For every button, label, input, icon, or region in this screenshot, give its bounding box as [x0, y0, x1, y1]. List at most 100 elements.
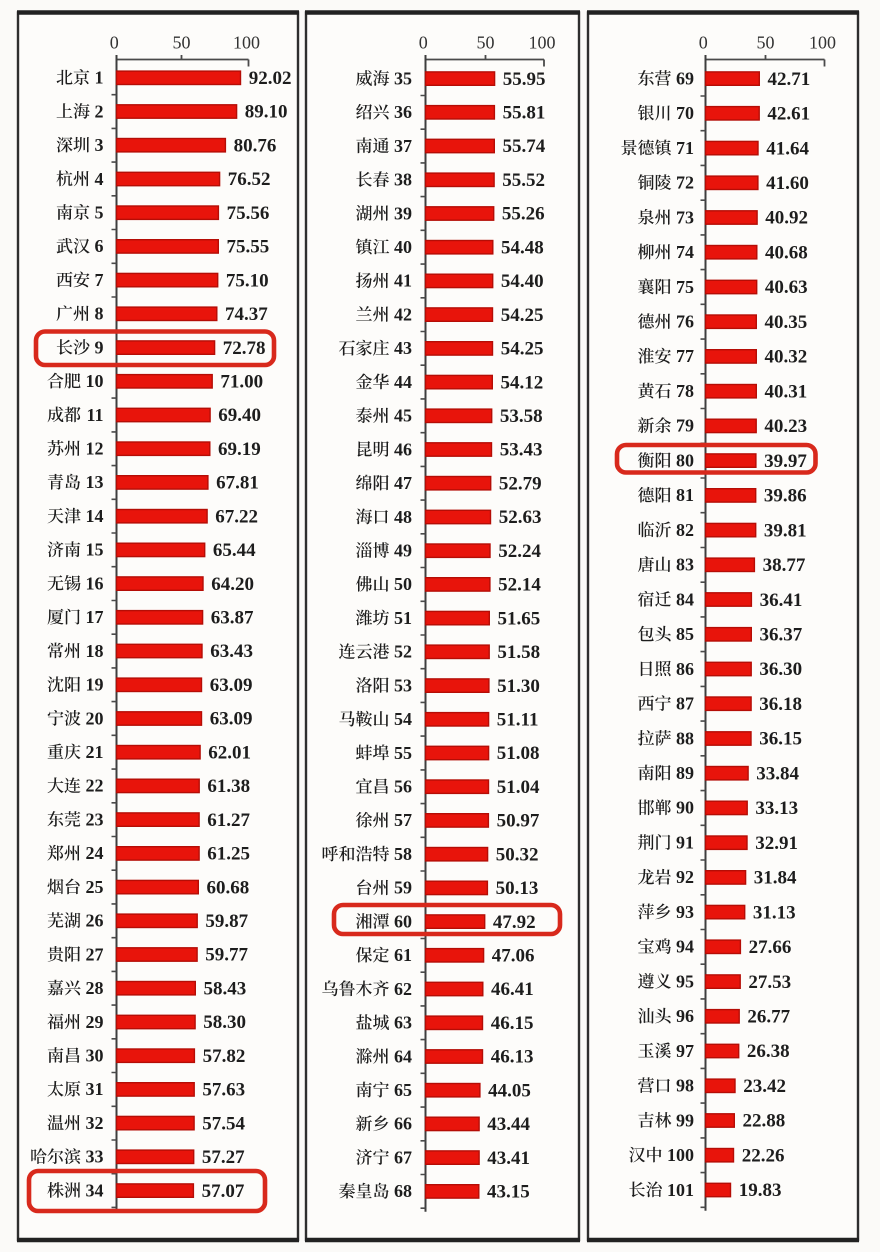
svg-text:87: 87 [676, 694, 694, 714]
svg-text:100: 100 [667, 1145, 694, 1165]
svg-text:63.09: 63.09 [210, 675, 253, 696]
svg-text:75.55: 75.55 [227, 237, 270, 258]
svg-text:100: 100 [809, 32, 836, 52]
svg-text:44: 44 [394, 372, 412, 392]
svg-text:68: 68 [394, 1181, 412, 1201]
svg-text:51.08: 51.08 [497, 743, 540, 764]
svg-text:94: 94 [676, 937, 694, 957]
svg-text:8: 8 [95, 304, 104, 324]
svg-text:52.63: 52.63 [499, 507, 542, 528]
svg-text:53: 53 [394, 675, 412, 695]
svg-text:31: 31 [86, 1079, 104, 1099]
svg-text:10: 10 [86, 371, 104, 391]
svg-text:98: 98 [676, 1076, 694, 1096]
svg-text:97: 97 [676, 1041, 694, 1061]
svg-text:43.41: 43.41 [487, 1148, 530, 1169]
svg-text:55.26: 55.26 [502, 204, 545, 225]
svg-text:54.48: 54.48 [501, 237, 544, 258]
svg-text:33: 33 [86, 1147, 104, 1167]
svg-text:34: 34 [86, 1180, 104, 1200]
svg-text:43.44: 43.44 [487, 1114, 530, 1135]
svg-text:29: 29 [86, 1012, 104, 1032]
svg-text:52.24: 52.24 [498, 541, 541, 562]
svg-text:40: 40 [394, 237, 412, 257]
svg-text:41.60: 41.60 [766, 173, 809, 194]
svg-text:39.81: 39.81 [764, 520, 807, 541]
svg-text:40.23: 40.23 [764, 416, 807, 437]
svg-text:50: 50 [477, 32, 495, 52]
svg-text:36: 36 [394, 102, 412, 122]
svg-text:67: 67 [394, 1147, 412, 1167]
svg-text:65.44: 65.44 [213, 540, 256, 561]
svg-text:57.82: 57.82 [203, 1046, 246, 1067]
svg-text:32: 32 [86, 1113, 104, 1133]
svg-text:52: 52 [394, 642, 412, 662]
svg-text:6: 6 [95, 236, 104, 256]
svg-text:95: 95 [676, 971, 694, 991]
svg-text:31.13: 31.13 [753, 902, 796, 923]
svg-text:49: 49 [394, 541, 412, 561]
svg-text:92: 92 [676, 867, 694, 887]
svg-text:69.19: 69.19 [218, 439, 261, 460]
svg-text:93: 93 [676, 902, 694, 922]
svg-text:54: 54 [394, 709, 412, 729]
svg-text:63.87: 63.87 [211, 608, 254, 629]
svg-text:40.68: 40.68 [765, 242, 808, 263]
svg-text:77: 77 [676, 346, 694, 366]
svg-text:13: 13 [86, 472, 104, 492]
svg-text:50: 50 [757, 32, 775, 52]
svg-text:40.92: 40.92 [765, 208, 808, 229]
svg-text:32.91: 32.91 [755, 833, 798, 854]
svg-text:80.76: 80.76 [234, 135, 277, 156]
svg-text:85: 85 [676, 624, 694, 644]
svg-text:59: 59 [394, 878, 412, 898]
svg-text:63.43: 63.43 [210, 641, 253, 662]
svg-text:69.40: 69.40 [218, 405, 261, 426]
svg-text:19: 19 [86, 675, 104, 695]
svg-text:20: 20 [86, 708, 104, 728]
svg-text:23.42: 23.42 [743, 1076, 786, 1097]
svg-text:57.07: 57.07 [202, 1181, 245, 1202]
svg-text:16: 16 [86, 573, 104, 593]
svg-text:76.52: 76.52 [228, 169, 271, 190]
svg-text:54.25: 54.25 [501, 339, 544, 360]
svg-text:55.95: 55.95 [503, 69, 546, 90]
svg-text:89.10: 89.10 [245, 102, 288, 123]
svg-text:22.26: 22.26 [742, 1145, 785, 1166]
svg-text:75.56: 75.56 [227, 203, 270, 224]
svg-text:80: 80 [676, 450, 694, 470]
svg-text:58: 58 [394, 844, 412, 864]
svg-text:47.92: 47.92 [493, 912, 536, 933]
svg-text:4: 4 [95, 169, 104, 189]
svg-text:0: 0 [419, 32, 428, 52]
svg-text:67.81: 67.81 [216, 473, 259, 494]
svg-text:63: 63 [394, 1013, 412, 1033]
svg-text:14: 14 [86, 506, 104, 526]
svg-text:24: 24 [86, 843, 104, 863]
svg-text:101: 101 [667, 1180, 694, 1200]
svg-text:91: 91 [676, 833, 694, 853]
svg-text:23: 23 [86, 809, 104, 829]
svg-text:83: 83 [676, 555, 694, 575]
svg-text:46: 46 [394, 439, 412, 459]
svg-text:100: 100 [233, 32, 260, 52]
svg-text:42.61: 42.61 [767, 104, 810, 125]
svg-text:57.27: 57.27 [202, 1147, 245, 1168]
svg-text:52.14: 52.14 [498, 575, 541, 596]
svg-text:64.20: 64.20 [211, 574, 254, 595]
svg-text:25: 25 [86, 877, 104, 897]
svg-text:50.97: 50.97 [497, 811, 540, 832]
svg-text:51.30: 51.30 [497, 676, 540, 697]
svg-text:26.38: 26.38 [747, 1041, 790, 1062]
svg-text:1: 1 [95, 68, 104, 88]
svg-text:46.41: 46.41 [491, 979, 534, 1000]
svg-text:39: 39 [394, 203, 412, 223]
svg-text:73: 73 [676, 207, 694, 227]
svg-text:45: 45 [394, 406, 412, 426]
svg-text:47: 47 [394, 473, 412, 493]
svg-text:81: 81 [676, 485, 694, 505]
svg-text:18: 18 [86, 641, 104, 661]
svg-text:40.35: 40.35 [765, 312, 808, 333]
svg-text:61.25: 61.25 [207, 844, 250, 865]
svg-text:71.00: 71.00 [220, 372, 263, 393]
